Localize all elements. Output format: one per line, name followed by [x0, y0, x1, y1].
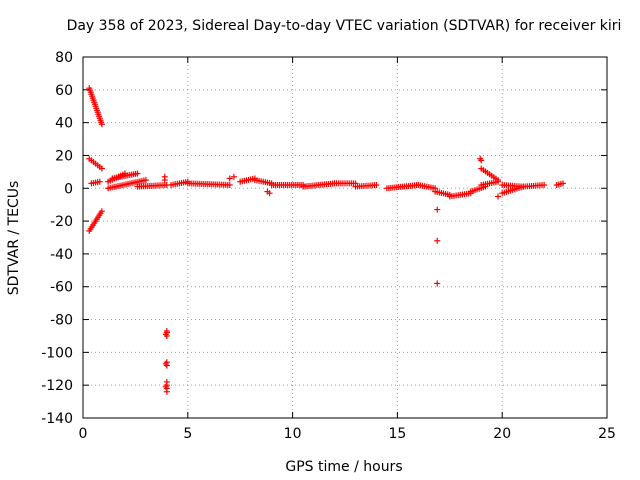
data-point [541, 181, 548, 188]
data-point [226, 175, 233, 182]
x-tick-label: 10 [284, 426, 302, 442]
data-point [98, 121, 105, 128]
x-tick-label: 20 [493, 426, 511, 442]
y-tick-label: 80 [55, 50, 73, 66]
data-point [434, 280, 441, 287]
y-tick-label: 20 [55, 148, 73, 164]
y-tick-label: 40 [55, 116, 73, 132]
y-tick-label: -120 [41, 378, 73, 394]
axis-ticks: 0 5 10 15 20 25 -140 -120 -100 -80 -60 -40 -20 0 20 40 6… [41, 50, 616, 442]
data-point [434, 237, 441, 244]
data-point [230, 173, 237, 180]
x-tick-label: 0 [79, 426, 88, 442]
data-point [163, 388, 170, 395]
data-point [226, 181, 233, 188]
x-tick-label: 15 [388, 426, 406, 442]
x-tick-label: 5 [183, 426, 192, 442]
chart-title: Day 358 of 2023, Sidereal Day-to-day VTE… [67, 18, 622, 34]
x-axis-label: GPS time / hours [285, 459, 402, 475]
data-point [161, 177, 168, 184]
y-tick-label: 60 [55, 83, 73, 99]
data-point [434, 206, 441, 213]
data-point [142, 177, 149, 184]
y-tick-label: -100 [41, 345, 73, 361]
data-point [98, 165, 105, 172]
data-point [163, 362, 170, 369]
plot-frame [82, 56, 608, 419]
data-point [477, 155, 484, 162]
y-tick-label: -60 [50, 280, 73, 296]
data-point [373, 181, 380, 188]
data-point [163, 332, 170, 339]
data-point [559, 180, 566, 187]
data-point [98, 208, 105, 215]
y-tick-label: -40 [50, 247, 73, 263]
data-point [96, 178, 103, 185]
data-point [266, 190, 273, 197]
grid-lines [83, 57, 607, 418]
y-tick-label: -80 [50, 313, 73, 329]
y-tick-label: -20 [50, 214, 73, 230]
data-point [495, 178, 502, 185]
y-tick-label: -140 [41, 411, 73, 427]
y-axis-label: SDTVAR / TECUs [6, 181, 22, 296]
data-points [86, 85, 566, 395]
y-tick-label: 0 [64, 181, 73, 197]
x-tick-label: 25 [598, 426, 616, 442]
data-point [134, 170, 141, 177]
data-point [495, 193, 502, 200]
